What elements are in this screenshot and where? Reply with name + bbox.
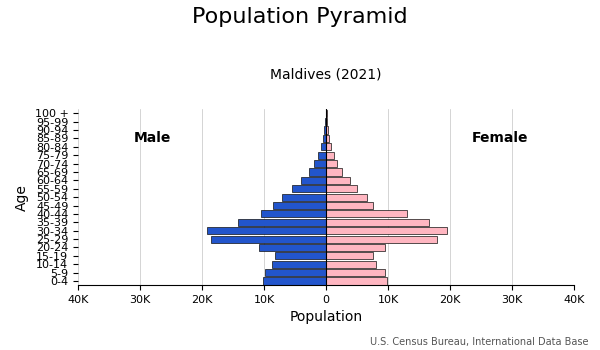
Text: Female: Female [472, 131, 528, 145]
Bar [211, 236, 326, 243]
Bar [326, 194, 367, 201]
Bar [326, 126, 328, 134]
Bar [273, 202, 326, 209]
Bar [326, 269, 385, 276]
Bar [314, 160, 326, 167]
Bar [326, 244, 385, 251]
Bar [326, 168, 343, 176]
Bar [326, 177, 350, 184]
Bar [265, 269, 326, 276]
Bar [238, 219, 326, 226]
Bar [326, 135, 329, 142]
Bar [326, 160, 337, 167]
Bar [320, 143, 326, 150]
Bar [326, 185, 357, 192]
Text: Population Pyramid: Population Pyramid [192, 7, 408, 27]
Bar [326, 143, 331, 150]
Bar [326, 118, 328, 125]
Bar [326, 202, 373, 209]
Bar [259, 244, 326, 251]
Bar [281, 194, 326, 201]
Bar [326, 219, 428, 226]
Bar [326, 236, 437, 243]
Bar [326, 252, 373, 259]
Bar [207, 227, 326, 234]
Bar [324, 126, 326, 134]
Text: Male: Male [134, 131, 171, 145]
Bar [325, 118, 326, 125]
Title: Maldives (2021): Maldives (2021) [271, 68, 382, 82]
Bar [261, 210, 326, 217]
Bar [326, 278, 387, 285]
Bar [326, 227, 447, 234]
Bar [301, 177, 326, 184]
Bar [310, 168, 326, 176]
Bar [275, 252, 326, 259]
Bar [263, 278, 326, 285]
Bar [326, 210, 407, 217]
Y-axis label: Age: Age [15, 184, 29, 211]
Bar [272, 261, 326, 268]
Bar [292, 185, 326, 192]
Bar [318, 152, 326, 159]
Bar [326, 261, 376, 268]
Bar [326, 152, 334, 159]
X-axis label: Population: Population [290, 310, 363, 324]
Bar [323, 135, 326, 142]
Bar [326, 110, 327, 117]
Text: U.S. Census Bureau, International Data Base: U.S. Census Bureau, International Data B… [370, 336, 588, 346]
